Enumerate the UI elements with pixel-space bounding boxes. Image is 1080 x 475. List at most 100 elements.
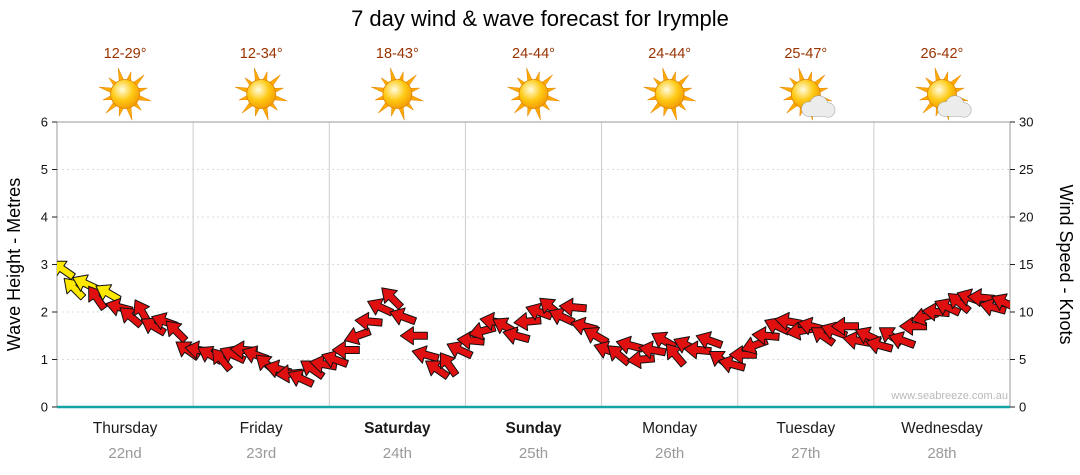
partly-cloudy-icon <box>915 67 972 121</box>
day-date-label: 26th <box>655 445 684 462</box>
right-tick-label: 0 <box>1019 400 1026 415</box>
cloud-part <box>804 109 833 116</box>
sunny-icon <box>643 67 696 121</box>
cloud-part <box>940 109 969 116</box>
wind-arrow <box>764 317 792 336</box>
wind-arrow <box>367 298 395 317</box>
day-name-label: Tuesday <box>776 420 835 437</box>
wind-arrow <box>425 360 451 380</box>
temperature-label: 12-34° <box>240 46 283 62</box>
day-name-label: Wednesday <box>901 420 983 437</box>
day-name-label: Monday <box>642 420 697 437</box>
wind-arrow <box>354 311 383 331</box>
left-tick-label: 3 <box>41 257 48 272</box>
wind-arrow <box>865 335 894 355</box>
right-axis-ticks: 0 5 10 15 20 25 30 <box>1010 115 1033 415</box>
right-tick-label: 30 <box>1019 115 1033 130</box>
sunny-icon <box>235 67 288 121</box>
wind-arrow <box>638 340 667 360</box>
wind-arrow <box>219 345 247 364</box>
left-tick-label: 5 <box>41 162 48 177</box>
sun-disc <box>654 79 685 109</box>
temperature-label: 12-29° <box>104 46 147 62</box>
right-tick-label: 5 <box>1019 352 1026 367</box>
wind-arrow <box>165 320 189 344</box>
wind-arrow <box>119 307 144 329</box>
sunny-icon <box>371 67 424 121</box>
sun-disc <box>518 79 549 109</box>
day-date-label: 22nd <box>108 445 141 462</box>
wind-arrow <box>665 343 687 368</box>
wind-arrow <box>830 316 859 336</box>
wind-arrow <box>583 326 610 346</box>
day-name-label: Saturday <box>364 420 431 437</box>
left-tick-label: 0 <box>41 400 48 415</box>
left-axis-ticks: 0 1 2 3 4 5 6 <box>41 115 57 415</box>
left-tick-label: 2 <box>41 305 48 320</box>
day-date-label: 23rd <box>246 445 276 462</box>
day-date-label: 25th <box>519 445 548 462</box>
wind-arrow <box>502 326 531 345</box>
wind-arrow <box>343 327 372 346</box>
wind-arrow <box>287 369 315 388</box>
wind-arrow <box>967 288 996 308</box>
watermark: www.seabreeze.com.au <box>891 390 1008 402</box>
temperature-label: 25-47° <box>784 46 827 62</box>
temperature-label: 18-43° <box>376 46 419 62</box>
day-name-label: Sunday <box>506 420 562 437</box>
wind-arrow <box>810 327 836 347</box>
wind-arrow <box>888 331 917 350</box>
wind-arrow <box>411 345 440 364</box>
wind-arrow <box>439 352 460 378</box>
wind-arrow <box>991 293 1010 312</box>
sun-disc <box>382 79 413 109</box>
wind-arrow <box>57 260 76 281</box>
wind-arrow <box>934 298 962 317</box>
day-name-label: Friday <box>240 420 283 437</box>
wind-arrow <box>683 340 712 360</box>
sunny-icon <box>98 67 152 121</box>
wind-arrow <box>331 340 360 360</box>
cloud <box>801 95 836 118</box>
wind-arrow <box>548 307 576 326</box>
wind-arrow <box>695 331 724 350</box>
wind-arrow <box>63 277 87 301</box>
sun-disc <box>110 79 140 109</box>
wind-arrow <box>381 287 404 310</box>
left-tick-label: 6 <box>41 115 48 130</box>
day-date-label: 28th <box>927 445 956 462</box>
wind-arrow <box>558 297 587 317</box>
sunny-icon <box>507 67 560 121</box>
right-tick-label: 10 <box>1019 305 1033 320</box>
day-date-label: 24th <box>383 445 412 462</box>
left-tick-label: 4 <box>41 210 48 225</box>
wind-arrow <box>751 326 780 346</box>
wind-arrow <box>140 317 167 337</box>
wind-arrow <box>615 335 644 355</box>
temperature-label: 26-42° <box>920 46 963 62</box>
wind-arrow <box>718 354 747 374</box>
wind-arrow <box>947 293 972 315</box>
chart-title: 7 day wind & wave forecast for Irymple <box>351 6 729 31</box>
wind-arrow <box>626 350 656 370</box>
gridlines <box>57 122 1010 407</box>
day-name-label: Thursday <box>93 420 158 437</box>
wind-arrow <box>399 326 428 346</box>
right-tick-label: 20 <box>1019 210 1033 225</box>
wind-arrow <box>300 360 326 380</box>
left-tick-label: 1 <box>41 352 48 367</box>
sun-disc <box>246 79 277 109</box>
wind-arrow <box>820 321 849 340</box>
wind-arrow <box>95 284 122 304</box>
day-date-label: 27th <box>791 445 820 462</box>
wind-arrow <box>513 312 542 332</box>
right-axis-title: Wind Speed - Knots <box>1056 184 1076 344</box>
right-tick-label: 15 <box>1019 257 1033 272</box>
wind-arrow <box>389 307 417 326</box>
cloud <box>937 95 972 118</box>
wind-arrow <box>321 350 349 369</box>
wind-arrow <box>446 340 474 360</box>
temperature-label: 24-44° <box>648 46 691 62</box>
